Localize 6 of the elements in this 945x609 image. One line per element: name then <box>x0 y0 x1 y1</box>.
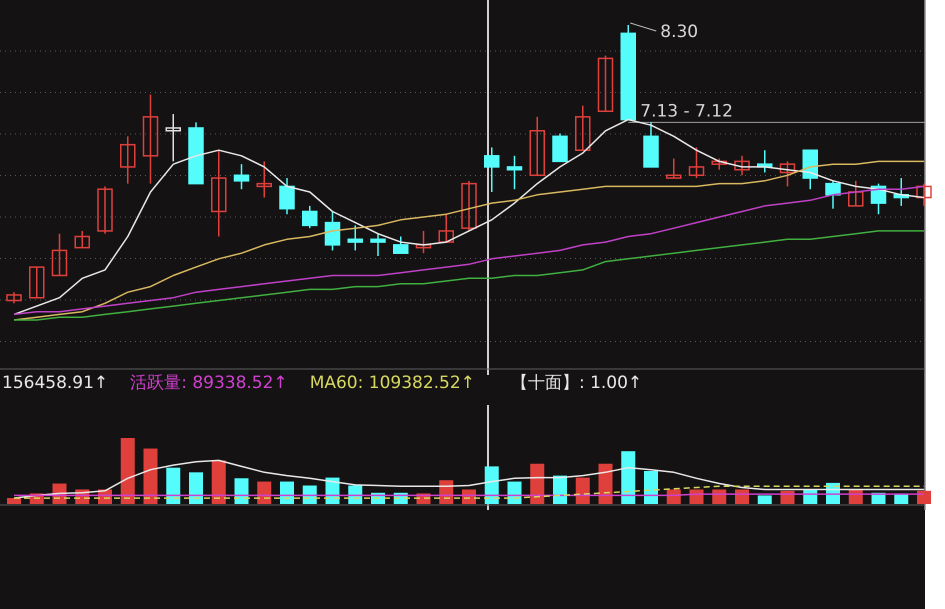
text: 【十面】: 1.00↑ <box>510 373 642 393</box>
annotation: 8.30 <box>660 22 698 42</box>
text: 156458.91↑ <box>2 373 108 393</box>
annotation: 7.13 - 7.12 <box>640 101 733 122</box>
text: 活跃量: 89338.52↑ <box>130 373 288 393</box>
text: MA60: 109382.52↑ <box>310 373 475 393</box>
